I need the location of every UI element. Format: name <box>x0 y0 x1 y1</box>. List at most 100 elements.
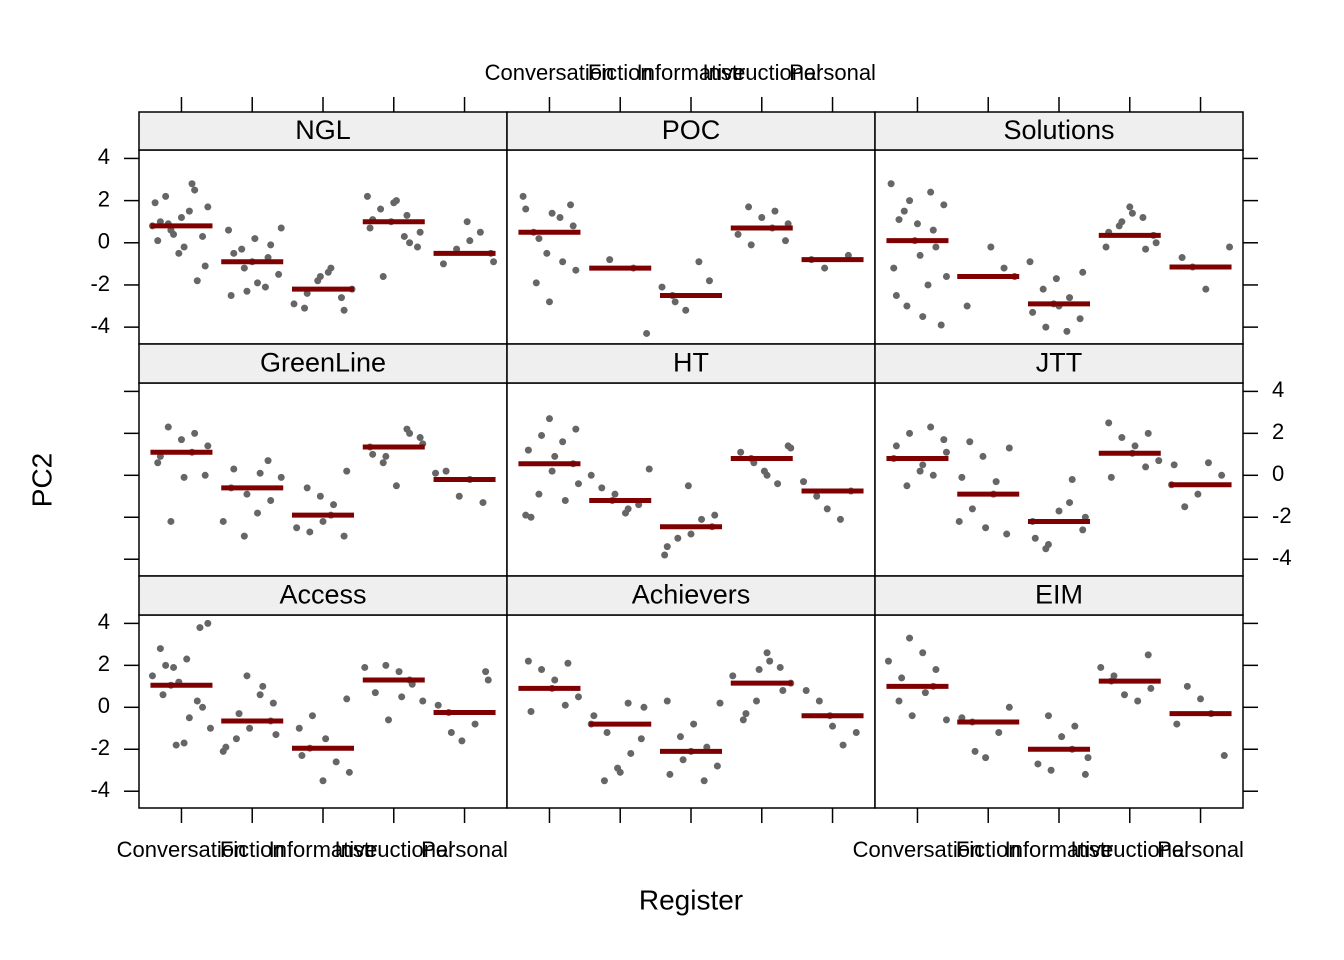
point <box>700 777 708 785</box>
point <box>532 279 540 287</box>
strip-label: NGL <box>295 115 351 145</box>
point <box>272 731 280 739</box>
point <box>564 659 572 667</box>
point <box>690 720 698 728</box>
point <box>1097 663 1105 671</box>
point <box>755 666 763 674</box>
point <box>561 701 569 709</box>
point <box>201 262 209 270</box>
point <box>1042 323 1050 331</box>
point <box>162 192 170 200</box>
point <box>148 672 156 680</box>
point <box>235 710 243 718</box>
strip <box>874 343 1244 384</box>
point <box>484 676 492 684</box>
point <box>758 213 766 221</box>
point <box>932 666 940 674</box>
point <box>561 496 569 504</box>
x-tick-label: Informative <box>269 837 378 862</box>
y-tick-label: 2 <box>98 186 110 211</box>
point <box>671 298 679 306</box>
point <box>319 517 327 525</box>
point <box>363 192 371 200</box>
point <box>267 496 275 504</box>
point <box>293 524 301 532</box>
point <box>1076 315 1084 323</box>
point <box>624 699 632 707</box>
x-tick-label: Personal <box>789 60 876 85</box>
point <box>458 737 466 745</box>
point <box>982 754 990 762</box>
point <box>243 672 251 680</box>
point <box>269 699 277 707</box>
point <box>906 197 914 205</box>
point <box>379 459 387 467</box>
point <box>535 490 543 498</box>
point <box>1194 490 1202 498</box>
point <box>987 243 995 251</box>
point <box>191 429 199 437</box>
point <box>779 687 787 695</box>
point <box>556 213 564 221</box>
point <box>763 649 771 657</box>
point <box>238 245 246 253</box>
point <box>395 668 403 676</box>
point <box>898 674 906 682</box>
x-tick-label: Fiction <box>956 837 1021 862</box>
y-tick-label: -2 <box>1272 503 1292 528</box>
strip-label: POC <box>662 115 721 145</box>
point <box>447 728 455 736</box>
point <box>995 728 1003 736</box>
point <box>170 230 178 238</box>
point <box>466 237 474 245</box>
point <box>616 768 624 776</box>
point <box>900 207 908 215</box>
point <box>979 452 987 460</box>
point <box>439 260 447 268</box>
point <box>1026 258 1034 266</box>
point <box>813 492 821 500</box>
point <box>185 207 193 215</box>
point <box>403 211 411 219</box>
point <box>663 543 671 551</box>
point <box>940 201 948 209</box>
panel-background <box>507 150 875 344</box>
point <box>199 232 207 240</box>
point <box>180 243 188 251</box>
point <box>167 517 175 525</box>
point <box>587 471 595 479</box>
point <box>658 283 666 291</box>
point <box>574 480 582 488</box>
point <box>246 724 254 732</box>
point <box>277 224 285 232</box>
y-tick-label: 0 <box>1272 461 1284 486</box>
point <box>183 655 191 663</box>
point <box>916 251 924 259</box>
point <box>316 492 324 500</box>
point <box>332 758 340 766</box>
point <box>627 749 635 757</box>
point <box>524 657 532 665</box>
point <box>240 532 248 540</box>
strip-label: EIM <box>1035 580 1083 610</box>
point <box>1202 285 1210 293</box>
point <box>240 264 248 272</box>
point <box>687 530 695 538</box>
point <box>661 551 669 559</box>
point <box>180 739 188 747</box>
point <box>640 703 648 711</box>
point <box>937 321 945 329</box>
point <box>340 532 348 540</box>
x-tick-label: Informative <box>637 60 746 85</box>
point <box>379 273 387 281</box>
point <box>225 226 233 234</box>
point <box>327 264 335 272</box>
y-tick-label: -2 <box>90 271 110 296</box>
y-tick-label: -4 <box>90 313 110 338</box>
point <box>892 292 900 299</box>
point <box>906 634 914 642</box>
x-tick-label: Personal <box>1157 837 1244 862</box>
point <box>929 471 937 479</box>
point <box>774 480 782 488</box>
point <box>968 505 976 513</box>
